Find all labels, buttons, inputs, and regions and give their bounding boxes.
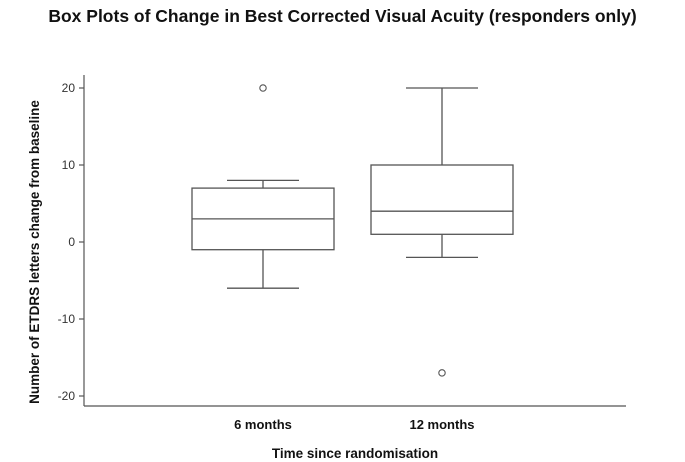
- y-tick-label: 0: [68, 235, 75, 249]
- x-axis-title: Time since randomisation: [272, 446, 438, 461]
- x-category-label: 6 months: [234, 417, 292, 432]
- y-tick-label: 10: [62, 158, 76, 172]
- y-ticks: 20 10 0 -10 -20: [58, 81, 84, 403]
- box-1: [191, 84, 335, 289]
- chart-title: Box Plots of Change in Best Corrected Vi…: [48, 6, 637, 26]
- x-category-label: 12 months: [409, 417, 474, 432]
- box-2: [370, 87, 514, 377]
- y-tick-label: -20: [58, 389, 76, 403]
- y-axis-title: Number of ETDRS letters change from base…: [27, 100, 42, 404]
- iqr-box: [370, 164, 514, 235]
- axes: [83, 75, 626, 407]
- x-category-labels: 6 months 12 months: [234, 417, 474, 432]
- outlier-point: [438, 369, 446, 377]
- boxes: [191, 84, 514, 377]
- y-tick-label: 20: [62, 81, 76, 95]
- outlier-point: [259, 84, 267, 92]
- y-tick-label: -10: [58, 312, 76, 326]
